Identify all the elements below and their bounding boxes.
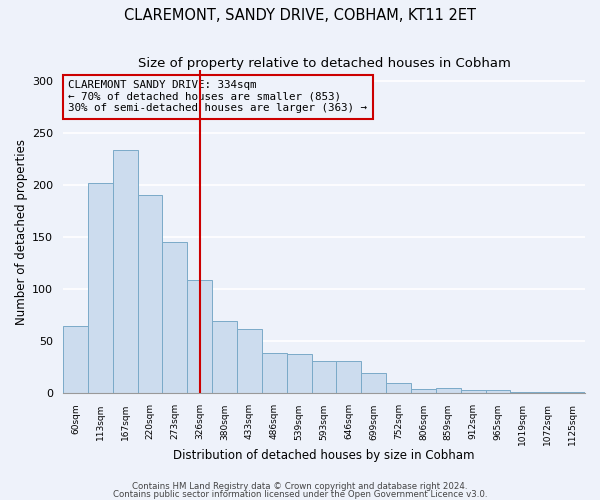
Bar bbox=[212, 320, 237, 394]
Bar bbox=[361, 372, 386, 394]
Bar bbox=[113, 150, 137, 394]
Bar bbox=[187, 280, 212, 394]
Bar bbox=[63, 326, 88, 394]
Bar bbox=[163, 242, 187, 394]
Bar bbox=[262, 353, 287, 394]
Bar bbox=[137, 196, 163, 394]
Bar bbox=[287, 354, 311, 394]
Bar bbox=[88, 183, 113, 394]
Bar bbox=[436, 388, 461, 394]
Bar bbox=[461, 390, 485, 394]
Bar bbox=[386, 383, 411, 394]
Text: Contains HM Land Registry data © Crown copyright and database right 2024.: Contains HM Land Registry data © Crown c… bbox=[132, 482, 468, 491]
Bar bbox=[511, 392, 535, 394]
Title: Size of property relative to detached houses in Cobham: Size of property relative to detached ho… bbox=[137, 58, 511, 70]
X-axis label: Distribution of detached houses by size in Cobham: Distribution of detached houses by size … bbox=[173, 450, 475, 462]
Text: Contains public sector information licensed under the Open Government Licence v3: Contains public sector information licen… bbox=[113, 490, 487, 499]
Bar bbox=[411, 390, 436, 394]
Text: CLAREMONT, SANDY DRIVE, COBHAM, KT11 2ET: CLAREMONT, SANDY DRIVE, COBHAM, KT11 2ET bbox=[124, 8, 476, 22]
Bar bbox=[560, 392, 585, 394]
Bar bbox=[535, 392, 560, 394]
Y-axis label: Number of detached properties: Number of detached properties bbox=[15, 139, 28, 325]
Text: CLAREMONT SANDY DRIVE: 334sqm
← 70% of detached houses are smaller (853)
30% of : CLAREMONT SANDY DRIVE: 334sqm ← 70% of d… bbox=[68, 80, 367, 113]
Bar bbox=[311, 361, 337, 394]
Bar bbox=[485, 390, 511, 394]
Bar bbox=[237, 329, 262, 394]
Bar bbox=[337, 361, 361, 394]
